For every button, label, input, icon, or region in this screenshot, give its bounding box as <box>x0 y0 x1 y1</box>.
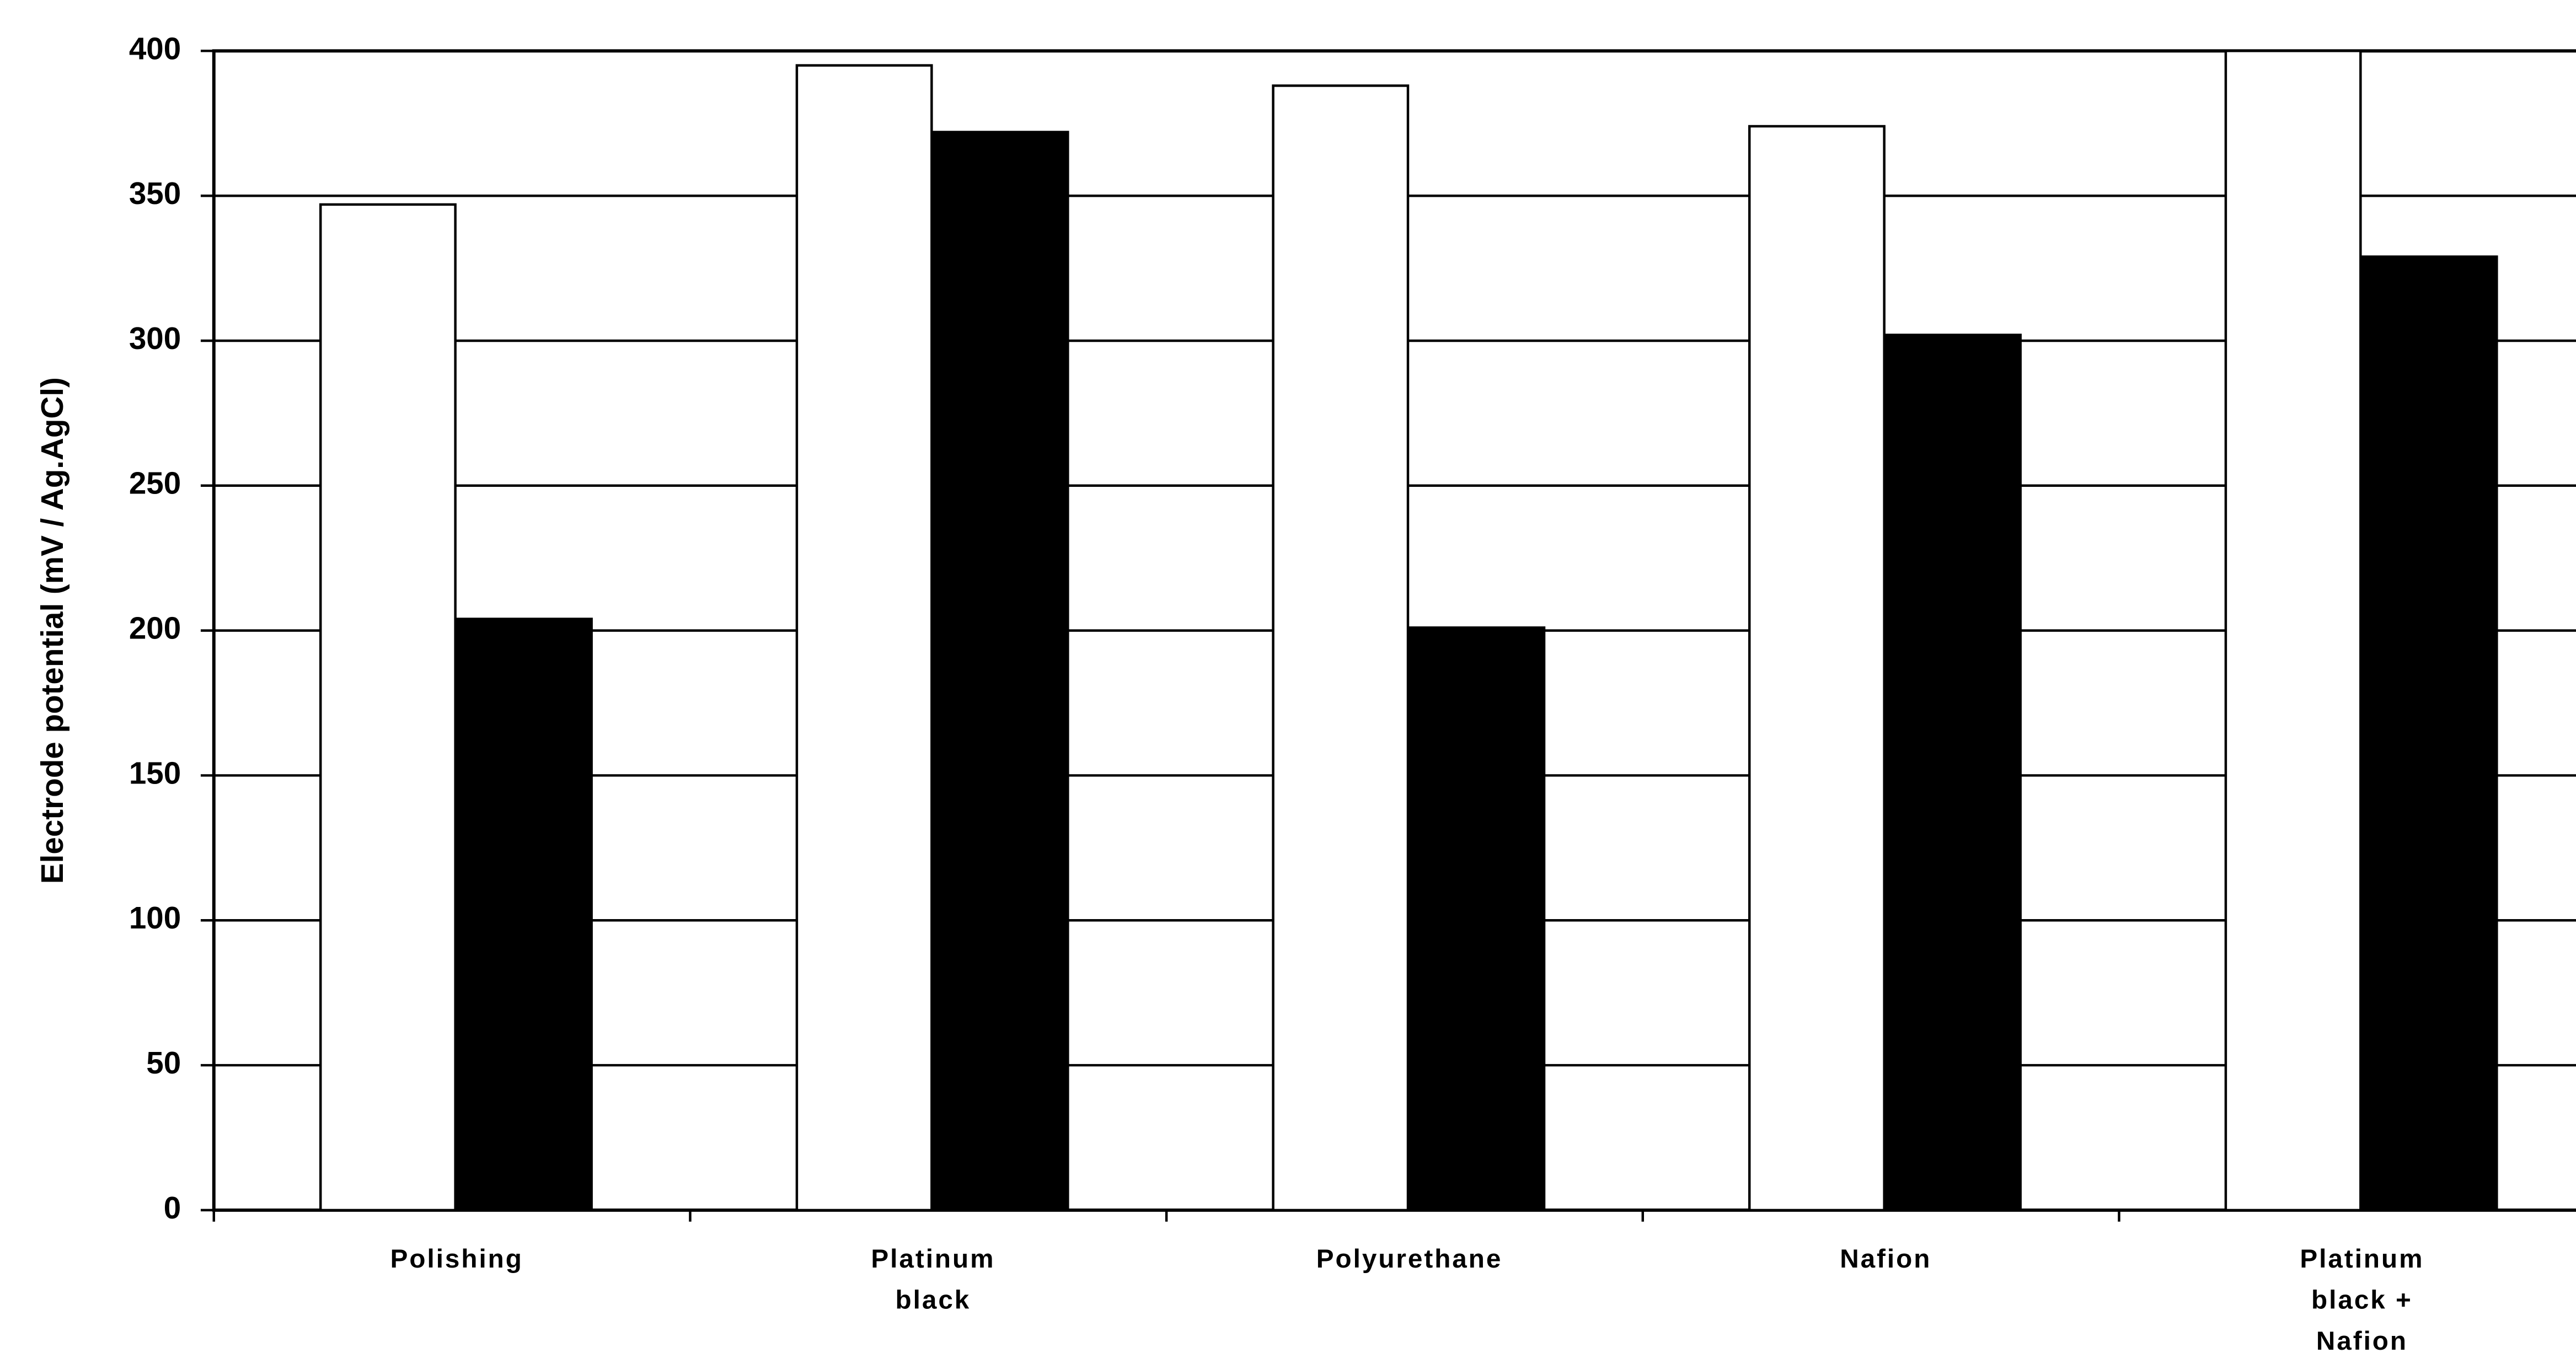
bar <box>931 131 1069 1212</box>
x-tick-label: Platinum black + Nafion <box>2300 1244 2424 1353</box>
y-tick-label: 200 <box>129 611 181 646</box>
y-tick-label: 50 <box>146 1045 181 1080</box>
x-tick-label: Polishing <box>390 1244 523 1274</box>
bar <box>2360 255 2498 1212</box>
bar <box>1884 334 2022 1212</box>
bar <box>2224 50 2362 1212</box>
x-tick-label: Polyurethane <box>1316 1244 1503 1274</box>
bar <box>456 618 593 1212</box>
x-tick-label: Platinum black <box>871 1244 995 1314</box>
y-tick-label: 100 <box>129 900 181 935</box>
bar <box>1748 125 1886 1212</box>
bar <box>319 203 457 1212</box>
bar <box>1408 626 1546 1212</box>
y-tick-label: 350 <box>129 176 181 211</box>
y-tick-label: 250 <box>129 466 181 501</box>
x-tick-label: Nafion <box>1840 1244 1931 1274</box>
y-tick-label: 150 <box>129 755 181 790</box>
y-tick-label: 300 <box>129 321 181 356</box>
bar <box>795 64 933 1212</box>
y-tick-label: 400 <box>129 31 181 66</box>
bar <box>1272 84 1410 1212</box>
y-axis-label: Electrode potential (mV / Ag.AgCl) <box>35 377 69 884</box>
y-tick-label: 0 <box>164 1190 181 1225</box>
